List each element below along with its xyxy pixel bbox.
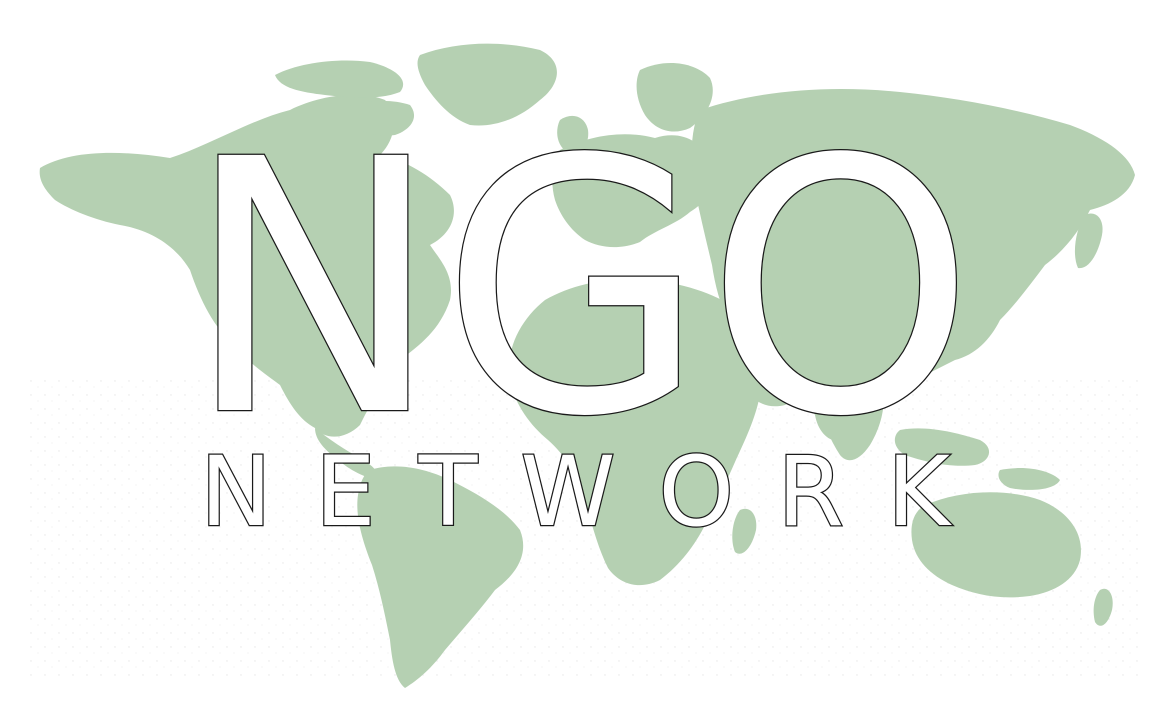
greenland-shape <box>417 43 557 126</box>
europe-shape <box>552 134 714 248</box>
south-america-shape <box>357 466 524 688</box>
new-guinea-shape <box>998 468 1060 490</box>
canada-north-shape <box>340 100 415 136</box>
central-america-shape <box>315 428 379 480</box>
australia-shape <box>911 492 1081 598</box>
british-isles-shape <box>557 115 589 153</box>
logo-subtitle: NETWORK <box>200 436 952 548</box>
africa-shape <box>509 279 766 586</box>
north-america-shape <box>39 94 454 437</box>
arctic-islands-shape <box>275 60 404 98</box>
scandinavia-shape <box>636 63 713 132</box>
logo-title: NGO <box>185 85 975 493</box>
japan-shape <box>1074 213 1103 269</box>
madagascar-shape <box>732 508 757 554</box>
india-shape <box>813 358 884 461</box>
continents <box>39 43 1135 688</box>
arabia-shape <box>735 328 809 407</box>
southeast-asia-islands-shape <box>894 428 990 466</box>
new-zealand-shape <box>1093 588 1113 626</box>
